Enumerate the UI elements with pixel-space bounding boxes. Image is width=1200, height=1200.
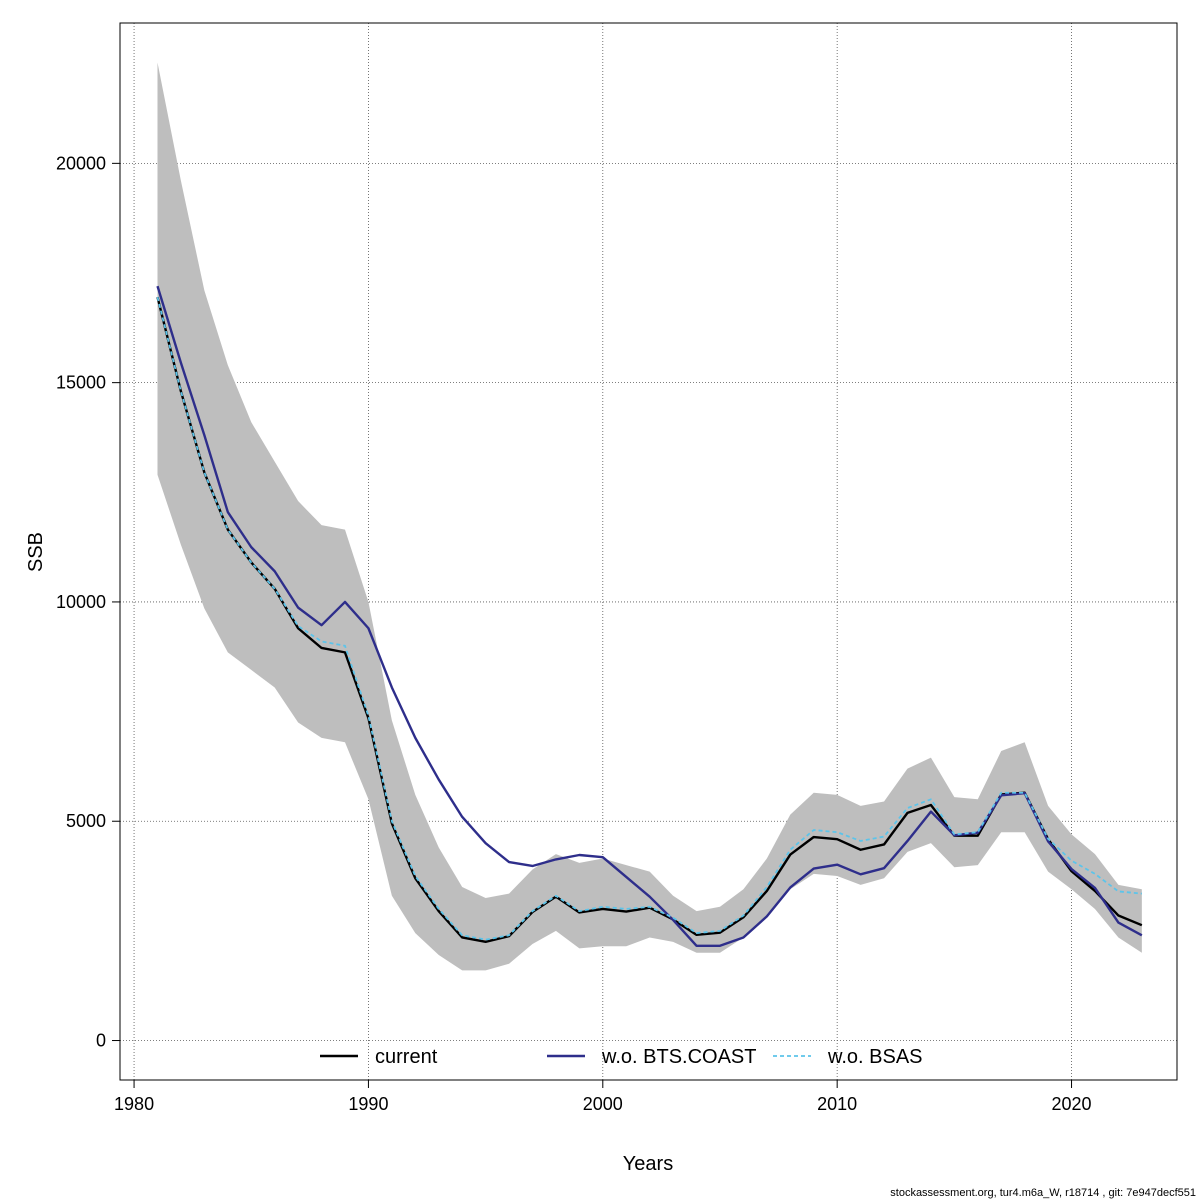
- series-line-2: [156, 296, 1142, 941]
- x-tick-label: 2020: [1052, 1094, 1092, 1114]
- y-tick-label: 10000: [56, 592, 106, 612]
- gridlines: [120, 23, 1177, 1080]
- y-tick-label: 5000: [66, 811, 106, 831]
- series-line-1: [156, 285, 1143, 947]
- y-axis-title: SSB: [25, 532, 47, 572]
- legend: current w.o. BTS.COAST w.o. BSAS: [320, 1046, 923, 1068]
- footer-note: stockassessment.org, tur4.m6a_W, r18714 …: [890, 1187, 1196, 1199]
- legend-label-0: current: [375, 1046, 438, 1068]
- x-tick-label: 2000: [583, 1094, 623, 1114]
- x-tick-label: 1980: [114, 1094, 154, 1114]
- y-tick-label: 0: [96, 1031, 106, 1051]
- x-tick-label: 1990: [348, 1094, 388, 1114]
- series-lines: [156, 285, 1143, 947]
- y-tick-label: 15000: [56, 373, 106, 393]
- legend-label-2: w.o. BSAS: [827, 1046, 923, 1068]
- x-tick-label: 2010: [817, 1094, 857, 1114]
- x-axis-title: Years: [623, 1153, 673, 1175]
- x-axis: 1980 1990 2000 2010 2020: [114, 1079, 1092, 1114]
- legend-label-1: w.o. BTS.COAST: [601, 1046, 756, 1068]
- y-axis: 0 5000 10000 15000 20000: [56, 153, 120, 1051]
- y-tick-label: 20000: [56, 153, 106, 173]
